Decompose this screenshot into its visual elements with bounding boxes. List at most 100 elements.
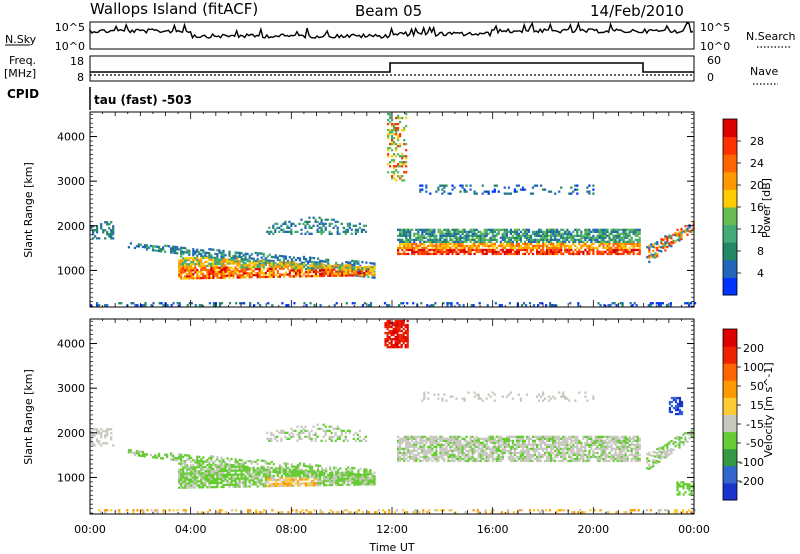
echo-cell bbox=[344, 232, 347, 235]
echo-cell bbox=[425, 441, 428, 444]
echo-cell bbox=[311, 473, 314, 477]
echo-cell bbox=[469, 437, 472, 440]
echo-cell bbox=[302, 474, 306, 477]
echo-cell bbox=[624, 236, 627, 239]
echo-cell bbox=[145, 246, 149, 249]
echo-cell bbox=[624, 228, 627, 231]
echo-cell bbox=[491, 238, 494, 241]
echo-cell bbox=[288, 480, 291, 483]
echo-cell bbox=[306, 476, 310, 479]
echo-cell bbox=[268, 261, 271, 264]
echo-cell bbox=[542, 188, 545, 191]
echo-cell bbox=[421, 435, 424, 438]
echo-cell bbox=[321, 262, 324, 265]
echo-cell bbox=[578, 234, 581, 237]
echo-cell bbox=[429, 238, 432, 241]
echo-cell bbox=[489, 455, 492, 459]
velocity-data-cells bbox=[90, 319, 697, 514]
echo-cell bbox=[491, 449, 494, 452]
echo-cell bbox=[393, 143, 396, 146]
echo-cell bbox=[196, 484, 199, 487]
echo-cell bbox=[554, 246, 557, 250]
echo-cell bbox=[411, 451, 414, 455]
echo-cell bbox=[238, 483, 241, 486]
echo-cell bbox=[489, 437, 492, 440]
echo-cell bbox=[387, 118, 390, 122]
echo-cell bbox=[560, 459, 563, 463]
echo-cell bbox=[320, 427, 323, 430]
echo-cell bbox=[409, 453, 412, 457]
echo-cell bbox=[485, 451, 488, 455]
echo-cell bbox=[220, 260, 223, 263]
echo-cell bbox=[443, 459, 446, 463]
echo-cell bbox=[449, 459, 452, 463]
echo-cell bbox=[248, 260, 251, 263]
echo-cell bbox=[308, 216, 311, 219]
echo-cell bbox=[550, 445, 553, 448]
echo-cell bbox=[600, 242, 603, 245]
echo-cell bbox=[256, 267, 259, 271]
echo-cell bbox=[190, 271, 193, 274]
echo-cell bbox=[330, 232, 333, 235]
echo-cell bbox=[638, 228, 641, 231]
echo-cell bbox=[566, 449, 569, 452]
echo-cell bbox=[471, 459, 474, 463]
echo-cell bbox=[636, 230, 639, 233]
echo-cell bbox=[471, 447, 474, 450]
echo-cell bbox=[316, 230, 319, 233]
echo-cell bbox=[202, 255, 205, 258]
echo-cell bbox=[479, 240, 482, 243]
echo-cell bbox=[455, 441, 458, 444]
echo-cell bbox=[420, 302, 423, 305]
echo-cell bbox=[542, 238, 545, 241]
echo-cell bbox=[501, 238, 504, 241]
echo-cell bbox=[397, 129, 400, 132]
echo-cell bbox=[562, 437, 565, 440]
echo-cell bbox=[391, 129, 394, 132]
echo-cell bbox=[345, 474, 348, 477]
echo-cell bbox=[323, 272, 326, 275]
colorbar-swatch bbox=[723, 119, 737, 138]
echo-cell bbox=[590, 236, 593, 239]
echo-cell bbox=[570, 246, 573, 250]
echo-cell bbox=[515, 242, 518, 245]
echo-cell bbox=[262, 273, 265, 277]
echo-cell bbox=[616, 240, 619, 243]
echo-cell bbox=[309, 302, 312, 305]
echo-cell bbox=[389, 114, 392, 118]
echo-cell bbox=[294, 470, 298, 473]
echo-cell bbox=[296, 482, 300, 485]
echo-cell bbox=[224, 268, 227, 271]
echo-cell bbox=[509, 447, 512, 450]
echo-cell bbox=[341, 274, 344, 277]
echo-cell bbox=[550, 457, 553, 461]
echo-cell bbox=[405, 230, 408, 233]
echo-cell bbox=[172, 251, 175, 254]
echo-cell bbox=[566, 459, 569, 463]
echo-cell bbox=[469, 246, 472, 250]
echo-cell bbox=[427, 240, 430, 243]
echo-cell bbox=[485, 443, 488, 446]
echo-cell bbox=[509, 445, 512, 448]
echo-cell bbox=[328, 437, 331, 440]
echo-cell bbox=[598, 236, 601, 239]
echo-cell bbox=[544, 443, 547, 446]
echo-cell bbox=[313, 474, 316, 477]
echo-cell bbox=[391, 131, 394, 134]
echo-cell bbox=[439, 242, 442, 245]
echo-cell bbox=[604, 232, 607, 235]
echo-cell bbox=[196, 457, 199, 460]
echo-cell bbox=[409, 232, 412, 235]
echo-cell bbox=[503, 449, 506, 452]
echo-cell bbox=[676, 238, 679, 241]
echo-cell bbox=[178, 261, 181, 264]
echo-cell bbox=[497, 250, 500, 254]
nsearch-label: N.Search bbox=[746, 30, 796, 43]
echo-cell bbox=[90, 430, 93, 433]
echo-cell bbox=[369, 302, 373, 305]
echo-cell bbox=[469, 445, 472, 448]
echo-cell bbox=[537, 304, 540, 307]
echo-cell bbox=[270, 466, 273, 470]
echo-cell bbox=[200, 460, 203, 463]
echo-cell bbox=[355, 479, 358, 482]
